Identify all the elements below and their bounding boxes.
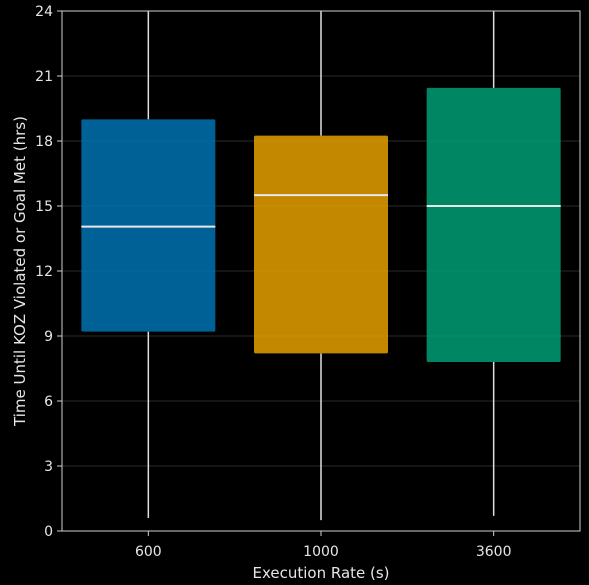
y-axis-label: Time Until KOZ Violated or Goal Met (hrs… [11,116,29,427]
x-tick-label-0: 600 [135,544,162,560]
x-axis-ticks: 600 1000 3600 [135,531,512,560]
y-axis-ticks: 0 3 6 9 12 15 18 21 24 [35,4,62,540]
x-tick-label-2: 3600 [476,544,512,560]
box-3600 [426,11,561,516]
y-tick-label-2: 6 [44,394,53,410]
y-tick-label-5: 15 [35,199,53,215]
x-tick-label-1: 1000 [303,544,339,560]
y-tick-label-8: 24 [35,4,53,20]
box-600 [81,11,216,518]
y-tick-label-4: 12 [35,264,53,280]
boxes-layer [81,11,561,521]
y-tick-label-6: 18 [35,134,53,150]
x-axis-label: Execution Rate (s) [252,564,389,582]
box-iqr [254,135,388,354]
y-tick-label-1: 3 [44,459,53,475]
box-1000 [254,11,388,521]
y-tick-label-0: 0 [44,524,53,540]
y-tick-label-7: 21 [35,69,53,85]
box-iqr [426,87,561,363]
y-tick-label-3: 9 [44,329,53,345]
box-iqr [81,119,216,332]
